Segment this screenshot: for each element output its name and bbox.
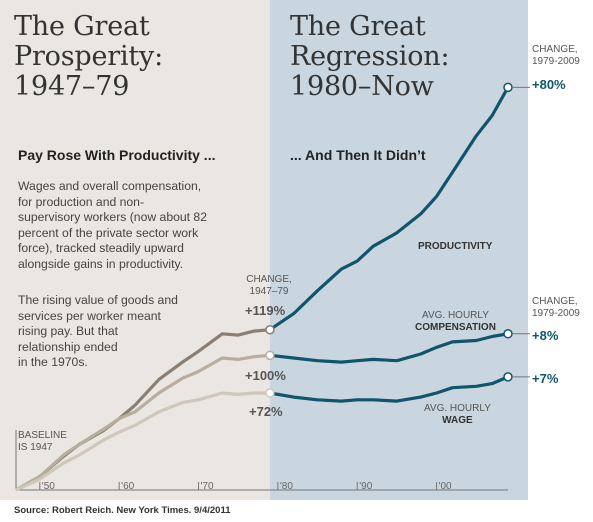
productivity-label: PRODUCTIVITY (418, 241, 493, 252)
wage-change-1947-79: +72% (249, 404, 283, 419)
paragraph-line: for production and non- (18, 194, 145, 209)
productivity-change-1979-2009: +80% (532, 77, 566, 92)
x-tick-label: '50 (42, 481, 55, 492)
paragraph-line: services per worker meant (18, 308, 161, 323)
wage-marker-2009 (503, 372, 513, 382)
paragraph-line: force), tracked steadily upward (18, 241, 184, 255)
label-line: 1979-2009 (532, 308, 580, 319)
productivity-marker-1979 (265, 324, 275, 335)
paragraph-2: The rising value of goods and services p… (18, 293, 178, 371)
label-line: 1979-2009 (532, 56, 580, 67)
label-line: AVG. HOURLY (424, 403, 491, 414)
right-subtitle: ... And Then It Didn’t (290, 147, 426, 163)
label-line: 1947–79 (249, 286, 289, 297)
series-lines (15, 86, 510, 492)
x-tick-label: '90 (359, 481, 372, 492)
baseline-label: BASELINE IS 1947 (18, 430, 67, 454)
paragraph-1: Wages and overall compensation, for prod… (18, 179, 207, 272)
paragraph-line: supervisory workers (now about 82 (18, 210, 207, 224)
wage-change-1979-2009: +7% (532, 371, 559, 386)
paragraph-line: percent of the private sector work (18, 225, 199, 240)
label-line: CHANGE, (532, 44, 578, 55)
x-tick-label: '00 (439, 481, 452, 492)
left-title: The Great Prosperity: 1947–79 (14, 12, 163, 102)
right-title-line: The Great (290, 11, 426, 42)
wage-marker-1979 (265, 388, 275, 398)
paragraph-line: alongside gains in productivity. (18, 256, 184, 271)
wage-line-1979-2009 (269, 375, 509, 403)
x-tick-label: '60 (121, 481, 134, 492)
compensation-line-1947-79 (15, 353, 271, 492)
compensation-change-1979-2009: +8% (532, 328, 559, 343)
productivity-line-1979-2009 (269, 86, 510, 332)
left-subtitle: Pay Rose With Productivity ... (18, 147, 216, 163)
productivity-marker-2009 (503, 82, 513, 93)
label-line: COMPENSATION (415, 322, 496, 333)
left-title-line: Prosperity: (14, 41, 163, 72)
label-line: WAGE (442, 415, 473, 426)
paragraph-line: The rising value of goods and (18, 293, 178, 307)
series-markers (265, 82, 530, 398)
compensation-line-1979-2009 (269, 332, 509, 364)
productivity-change-1947-79: +119% (245, 303, 286, 318)
paragraph-line: in the 1970s. (18, 355, 88, 369)
paragraph-line: Wages and overall compensation, (18, 179, 202, 193)
prosperity-background (0, 0, 270, 500)
x-axis: '50 '60 '70 '80 '90 '00 (15, 430, 508, 492)
compensation-label: AVG. HOURLY COMPENSATION (415, 310, 496, 334)
change-1979-2009-label-top: CHANGE, 1979-2009 (532, 44, 580, 68)
label-line: IS 1947 (18, 442, 53, 453)
paragraph-line: relationship ended (18, 339, 118, 354)
regression-background (269, 0, 528, 500)
right-title-line: 1980–Now (290, 71, 434, 102)
compensation-change-1947-79: +100% (245, 368, 286, 383)
x-tick-label: '70 (201, 481, 214, 492)
source-note: Source: Robert Reich. New York Times. 9/… (14, 505, 231, 516)
label-line: BASELINE (18, 430, 67, 441)
label-line: CHANGE, (246, 274, 292, 285)
label-line: AVG. HOURLY (422, 310, 489, 321)
paragraph-line: rising pay. But that (18, 324, 119, 338)
left-title-line: The Great (14, 11, 150, 42)
wage-label: AVG. HOURLY WAGE (424, 403, 491, 427)
wage-line-1947-79 (15, 391, 270, 492)
right-title: The Great Regression: 1980–Now (290, 11, 450, 102)
compensation-marker-2009 (503, 329, 513, 339)
change-1947-79-label: CHANGE, 1947–79 (244, 274, 294, 298)
change-1979-2009-label-bottom: CHANGE, 1979-2009 (532, 296, 580, 320)
x-tick-label: '80 (280, 481, 293, 492)
right-title-line: Regression: (290, 41, 450, 72)
left-title-line: 1947–79 (14, 71, 130, 102)
compensation-marker-1979 (265, 350, 275, 361)
label-line: CHANGE, (532, 296, 578, 307)
